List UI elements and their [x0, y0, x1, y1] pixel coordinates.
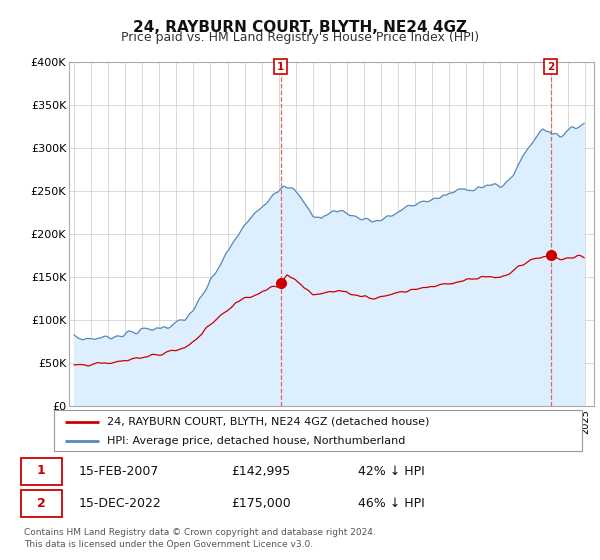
Text: Contains HM Land Registry data © Crown copyright and database right 2024.
This d: Contains HM Land Registry data © Crown c… [24, 528, 376, 549]
Text: 15-DEC-2022: 15-DEC-2022 [78, 497, 161, 510]
Text: Price paid vs. HM Land Registry's House Price Index (HPI): Price paid vs. HM Land Registry's House … [121, 31, 479, 44]
Text: 42% ↓ HPI: 42% ↓ HPI [358, 465, 424, 478]
Text: 2: 2 [37, 497, 46, 510]
Text: 46% ↓ HPI: 46% ↓ HPI [358, 497, 424, 510]
FancyBboxPatch shape [20, 458, 62, 485]
FancyBboxPatch shape [20, 491, 62, 517]
Text: £142,995: £142,995 [231, 465, 290, 478]
Text: 24, RAYBURN COURT, BLYTH, NE24 4GZ (detached house): 24, RAYBURN COURT, BLYTH, NE24 4GZ (deta… [107, 417, 429, 427]
Text: 24, RAYBURN COURT, BLYTH, NE24 4GZ: 24, RAYBURN COURT, BLYTH, NE24 4GZ [133, 20, 467, 35]
Text: HPI: Average price, detached house, Northumberland: HPI: Average price, detached house, Nort… [107, 436, 405, 446]
Text: 2: 2 [547, 62, 554, 72]
FancyBboxPatch shape [54, 410, 582, 451]
Text: 1: 1 [277, 62, 284, 72]
Text: 1: 1 [37, 464, 46, 478]
Text: £175,000: £175,000 [231, 497, 290, 510]
Text: 15-FEB-2007: 15-FEB-2007 [78, 465, 158, 478]
